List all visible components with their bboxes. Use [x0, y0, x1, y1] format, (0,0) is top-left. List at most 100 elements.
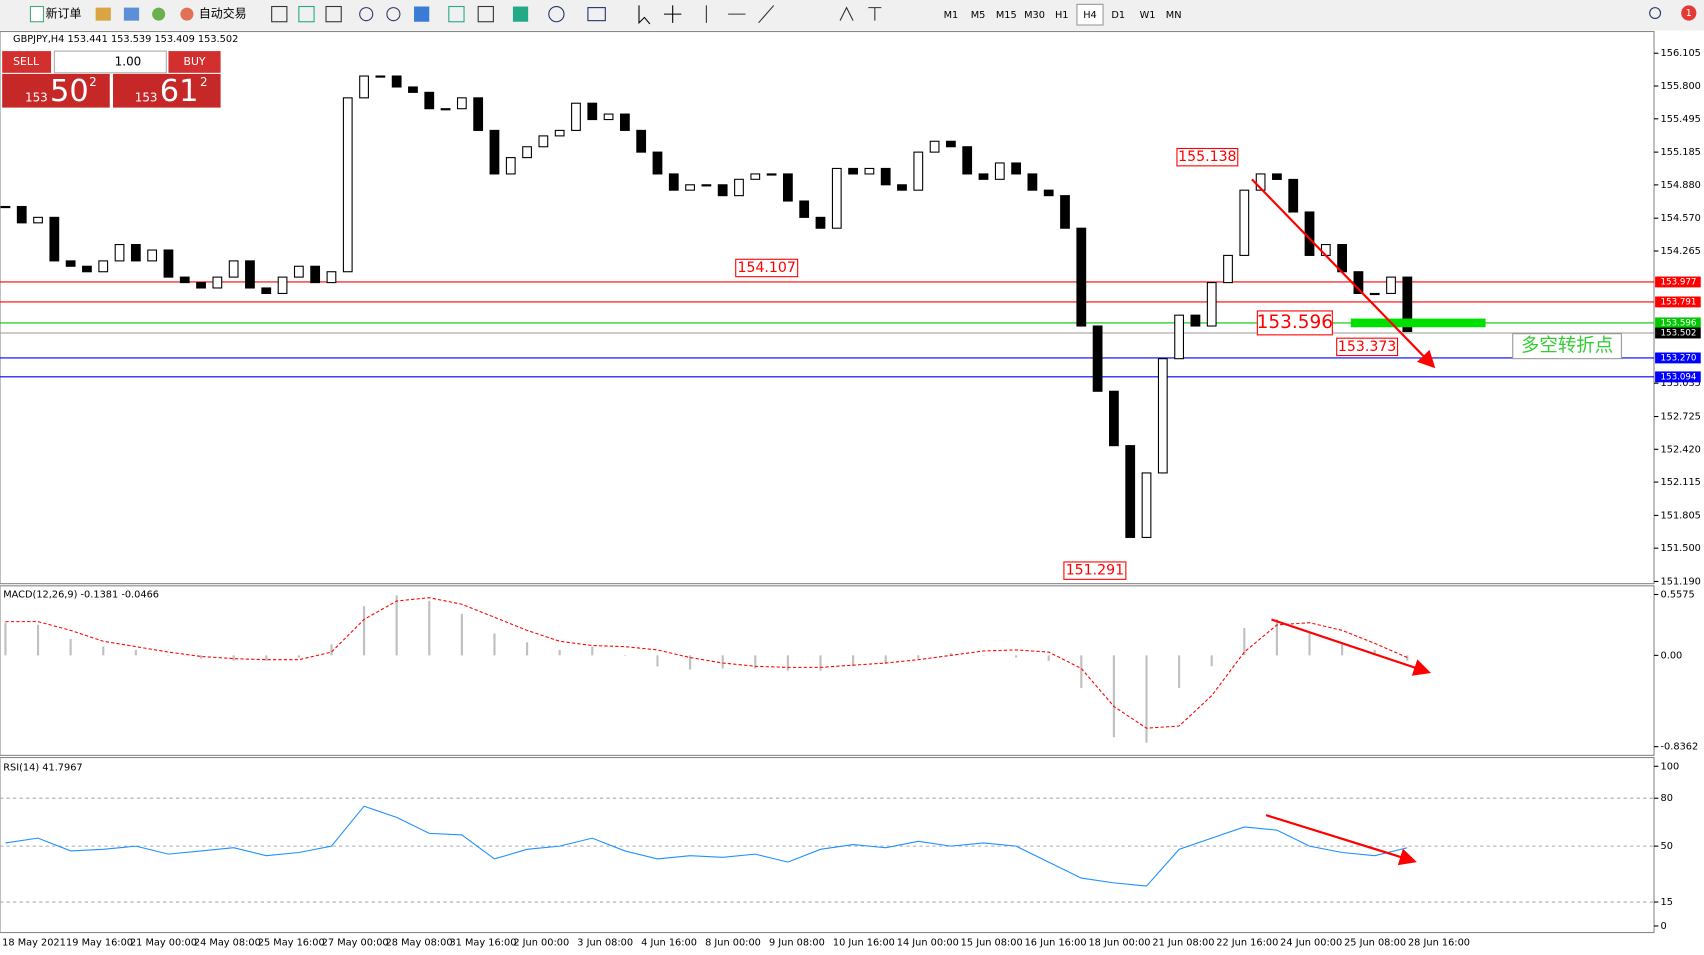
price-level-label: 153.094 [1661, 372, 1697, 382]
macd-bar [36, 624, 40, 656]
x-tick-label: 31 May 16:00 [449, 937, 516, 948]
timeframe-button[interactable]: M1 [944, 10, 959, 21]
candle [587, 102, 598, 121]
candle [848, 167, 858, 175]
ask-box[interactable] [113, 73, 221, 108]
macd-bar [786, 655, 789, 671]
alert-badge[interactable] [1681, 5, 1697, 21]
lot-value: 1.00 [115, 54, 142, 68]
candle [1206, 282, 1217, 327]
zoom-in[interactable] [359, 7, 374, 22]
icon[interactable] [477, 5, 494, 23]
price-level-tag [1655, 296, 1701, 308]
price-level-label: 153.977 [1661, 277, 1697, 287]
candle [456, 97, 467, 110]
candle [1092, 325, 1103, 392]
candle [98, 260, 109, 273]
line-tools[interactable] [705, 5, 775, 24]
y-tick-label: 0 [1661, 921, 1667, 932]
macd-bar [688, 655, 692, 670]
y-tick-label: 0.00 [1661, 650, 1683, 661]
y-tick-label: 155.185 [1661, 147, 1701, 158]
x-tick-label: 9 Jun 08:00 [769, 937, 825, 948]
candle [717, 184, 728, 197]
icon[interactable] [95, 7, 111, 21]
y-tick-label: 153.035 [1661, 378, 1701, 389]
icon[interactable] [512, 6, 529, 22]
icon[interactable] [271, 5, 288, 23]
candle [408, 86, 418, 93]
y-tick-label: 154.265 [1661, 246, 1701, 257]
candle [766, 173, 777, 176]
candle [619, 113, 630, 131]
candle [652, 151, 663, 175]
x-tick-label: 4 Jun 16:00 [641, 937, 697, 948]
price-level-tag [1655, 327, 1701, 339]
macd-bar [460, 613, 463, 656]
macd-bar [623, 655, 626, 656]
icon[interactable] [414, 6, 430, 22]
icon[interactable] [152, 7, 166, 21]
auto-trading-button[interactable]: 自动交易 [199, 6, 247, 21]
timeframe-button[interactable]: M30 [1024, 10, 1045, 21]
macd-bar [1112, 655, 1115, 738]
candle [864, 167, 875, 175]
macd-bar [1341, 644, 1344, 656]
new-order-button[interactable]: 新订单 [46, 6, 82, 21]
x-tick-label: 18 May 2021 [2, 937, 66, 948]
candle [538, 135, 549, 148]
candle [668, 173, 679, 191]
timeframe-button[interactable]: H1 [1055, 10, 1069, 21]
trend-arrow [1251, 178, 1436, 369]
y-tick-label: 152.115 [1661, 477, 1701, 488]
new-order-icon[interactable] [29, 5, 45, 23]
zoom-out[interactable] [386, 7, 401, 22]
candle [179, 276, 190, 284]
timeframe-button[interactable]: MN [1166, 10, 1182, 21]
sell-button[interactable] [2, 51, 52, 73]
candle [82, 265, 92, 273]
x-tick-label: 8 Jun 00:00 [705, 937, 761, 948]
timeframe-button[interactable]: D1 [1111, 10, 1125, 21]
bid-frac: 2 [89, 75, 97, 89]
cursor-tool[interactable] [638, 5, 651, 25]
candle [782, 173, 793, 202]
candle [1402, 276, 1413, 333]
icon[interactable] [123, 7, 140, 21]
symbol-info: GBPJPY,H4 153.441 153.539 153.409 153.50… [13, 34, 238, 45]
timeframe-button[interactable]: W1 [1140, 10, 1156, 21]
crosshair-tool[interactable] [663, 5, 682, 23]
y-tick-label: 151.190 [1661, 576, 1701, 587]
x-tick-label: 22 Jun 16:00 [1216, 937, 1278, 948]
candle [16, 205, 27, 224]
icon[interactable] [548, 5, 565, 23]
macd-bar [167, 655, 170, 656]
lot-input[interactable] [53, 50, 167, 74]
candle [750, 173, 761, 180]
auto-trading-icon[interactable] [180, 7, 194, 21]
candle [815, 216, 826, 229]
x-tick-label: 24 Jun 00:00 [1280, 937, 1342, 948]
timeframe-button[interactable]: M5 [971, 10, 986, 21]
macd-bar [1243, 628, 1246, 656]
timeframe-button[interactable]: M15 [996, 10, 1017, 21]
x-tick-label: 21 Jun 08:00 [1152, 937, 1214, 948]
alert-count: 1 [1686, 8, 1692, 19]
icon[interactable] [325, 5, 342, 23]
buy-label: BUY [184, 55, 206, 68]
candle [1272, 173, 1282, 180]
icon[interactable] [587, 7, 606, 22]
buy-button[interactable] [168, 51, 221, 73]
macd-bar [297, 655, 300, 658]
timeframe-button[interactable]: H4 [1083, 10, 1097, 21]
macd-bar [265, 655, 268, 661]
annotation-label: 155.138 [1178, 149, 1236, 165]
bid-box[interactable] [2, 73, 110, 108]
text-tools[interactable] [839, 6, 882, 21]
icon[interactable] [298, 5, 315, 23]
search[interactable] [1649, 7, 1662, 20]
candle [147, 249, 158, 262]
candle [245, 260, 255, 289]
y-tick-label: 156.105 [1661, 48, 1701, 59]
icon[interactable] [448, 5, 465, 23]
